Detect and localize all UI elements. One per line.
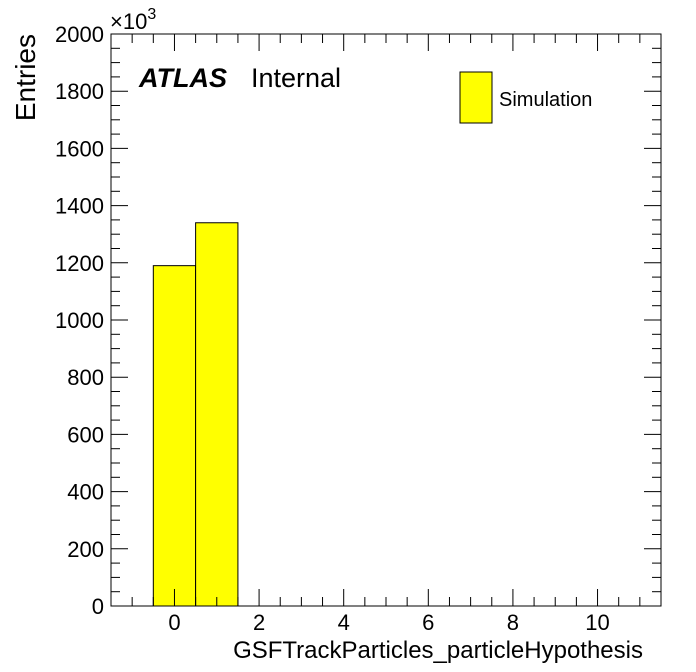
x-axis-label: GSFTrackParticles_particleHypothesis xyxy=(233,637,643,664)
y-tick-label: 400 xyxy=(67,480,104,505)
y-tick-label: 0 xyxy=(92,594,104,619)
internal-label: Internal xyxy=(251,63,341,93)
legend-label-simulation: Simulation xyxy=(499,89,592,111)
x-tick-label: 6 xyxy=(422,610,434,635)
x-tick-label: 10 xyxy=(585,610,609,635)
y-tick-label: 1200 xyxy=(55,251,104,276)
histogram-bar-1 xyxy=(195,222,239,607)
histogram-bar-0 xyxy=(152,265,197,607)
y-axis-multiplier-exponent: 3 xyxy=(147,6,156,23)
y-axis-label: Entries xyxy=(10,34,41,121)
y-tick-label: 2000 xyxy=(55,22,104,47)
atlas-label: ATLAS xyxy=(138,63,227,93)
x-tick-label: 8 xyxy=(507,610,519,635)
x-axis: 0 2 4 6 8 10 xyxy=(131,34,641,635)
x-tick-label: 2 xyxy=(253,610,265,635)
y-tick-label: 1000 xyxy=(55,308,104,333)
y-tick-label: 600 xyxy=(67,422,104,447)
y-tick-label: 1600 xyxy=(55,136,104,161)
y-tick-label: 1800 xyxy=(55,79,104,104)
y-axis: 0 200 400 600 800 1000 1200 1400 1600 1800 2000 xyxy=(55,22,661,619)
y-tick-label: 1400 xyxy=(55,194,104,219)
x-tick-label: 0 xyxy=(168,610,180,635)
y-axis-multiplier: ×103 xyxy=(110,6,156,34)
y-tick-label: 800 xyxy=(67,365,104,390)
y-tick-label: 200 xyxy=(67,537,104,562)
x-tick-label: 4 xyxy=(338,610,350,635)
legend-swatch-simulation xyxy=(459,71,493,124)
histogram-bars xyxy=(152,222,239,607)
